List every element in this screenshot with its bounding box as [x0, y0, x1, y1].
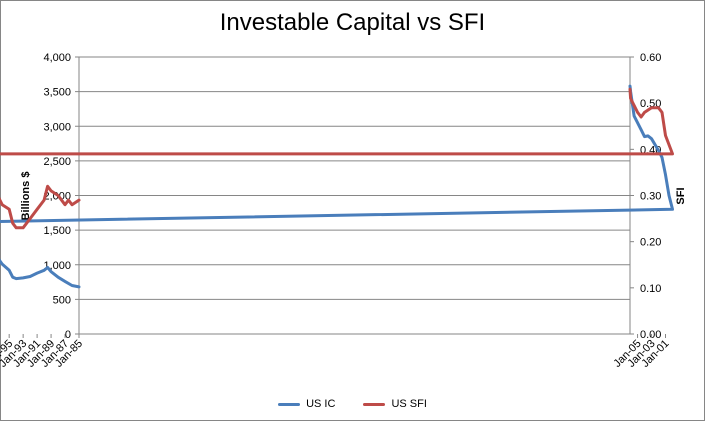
legend-swatch-us-ic: [278, 402, 301, 406]
legend-label-us-sfi: US SFI: [391, 398, 427, 410]
series-line-us-ic: [0, 84, 674, 289]
chart-title: Investable Capital vs SFI: [219, 9, 486, 36]
legend-item-us-ic: US IC: [278, 398, 335, 410]
y-tick-label: 1,500: [43, 225, 71, 237]
series-line-us-sfi: [0, 87, 674, 230]
y2-tick-label: 0.10: [640, 283, 661, 295]
y-tick-label: 4,000: [43, 52, 71, 64]
legend: US IC US SFI: [0, 398, 705, 410]
y-tick-label: 3,500: [43, 87, 71, 99]
y2-tick-label: 0.60: [640, 52, 661, 64]
y-tick-label: 500: [53, 294, 71, 306]
y2-tick-label: 0.20: [640, 237, 661, 249]
y-tick-label: 1,000: [43, 260, 71, 272]
legend-label-us-ic: US IC: [306, 398, 336, 410]
y-tick-label: 0: [65, 329, 71, 341]
y-tick-label: 2,500: [43, 156, 71, 168]
legend-swatch-us-sfi: [363, 402, 386, 406]
y2-tick-label: 0.00: [640, 329, 661, 341]
y2-tick-label: 0.30: [640, 191, 661, 203]
y-tick-label: 3,000: [43, 121, 71, 133]
legend-item-us-sfi: US SFI: [363, 398, 427, 410]
